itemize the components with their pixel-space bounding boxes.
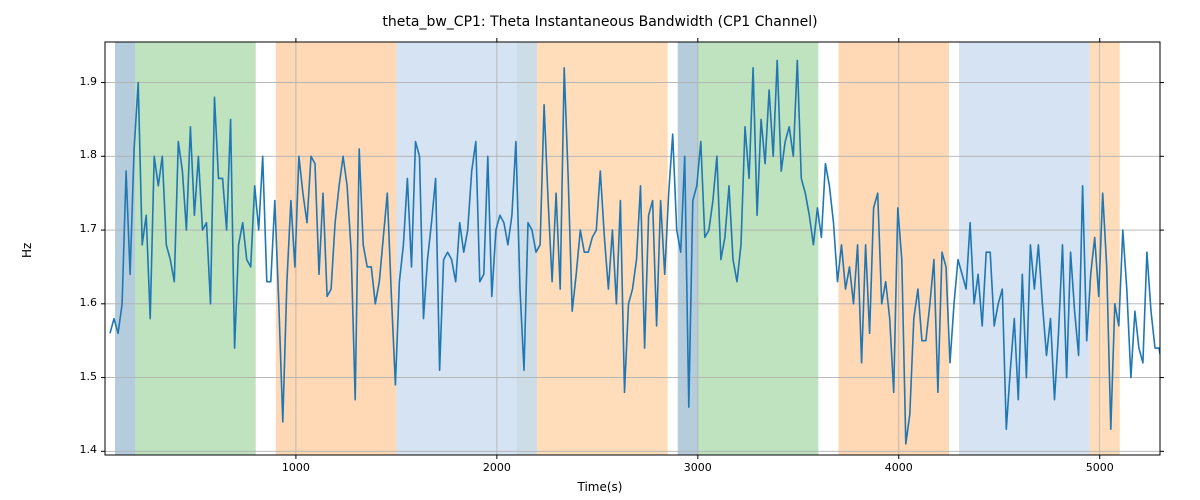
x-axis-label: Time(s)	[0, 480, 1200, 494]
y-axis-label: Hz	[20, 0, 34, 500]
y-tick-label: 1.6	[80, 296, 98, 309]
y-tick-label: 1.7	[80, 222, 98, 235]
x-tick-label: 3000	[678, 461, 718, 474]
x-tick-label: 5000	[1080, 461, 1120, 474]
chart-title: theta_bw_CP1: Theta Instantaneous Bandwi…	[0, 14, 1200, 30]
x-tick-label: 1000	[276, 461, 316, 474]
y-tick-label: 1.8	[80, 148, 98, 161]
chart-svg	[0, 0, 1200, 500]
x-tick-label: 2000	[477, 461, 517, 474]
y-tick-label: 1.4	[80, 443, 98, 456]
y-tick-label: 1.5	[80, 370, 98, 383]
x-tick-label: 4000	[879, 461, 919, 474]
y-tick-label: 1.9	[80, 75, 98, 88]
